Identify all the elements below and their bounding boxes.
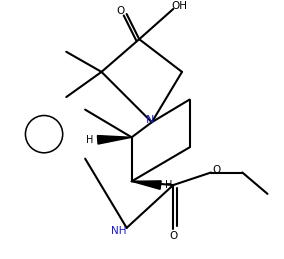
Text: O: O [212, 165, 220, 175]
Text: N: N [146, 114, 155, 125]
Polygon shape [132, 181, 161, 189]
Text: O: O [169, 231, 177, 241]
Text: H: H [165, 180, 172, 190]
Text: O: O [116, 6, 124, 16]
Text: NH: NH [111, 226, 127, 236]
Polygon shape [97, 135, 132, 144]
Text: OH: OH [172, 1, 188, 11]
Text: H: H [86, 135, 93, 145]
